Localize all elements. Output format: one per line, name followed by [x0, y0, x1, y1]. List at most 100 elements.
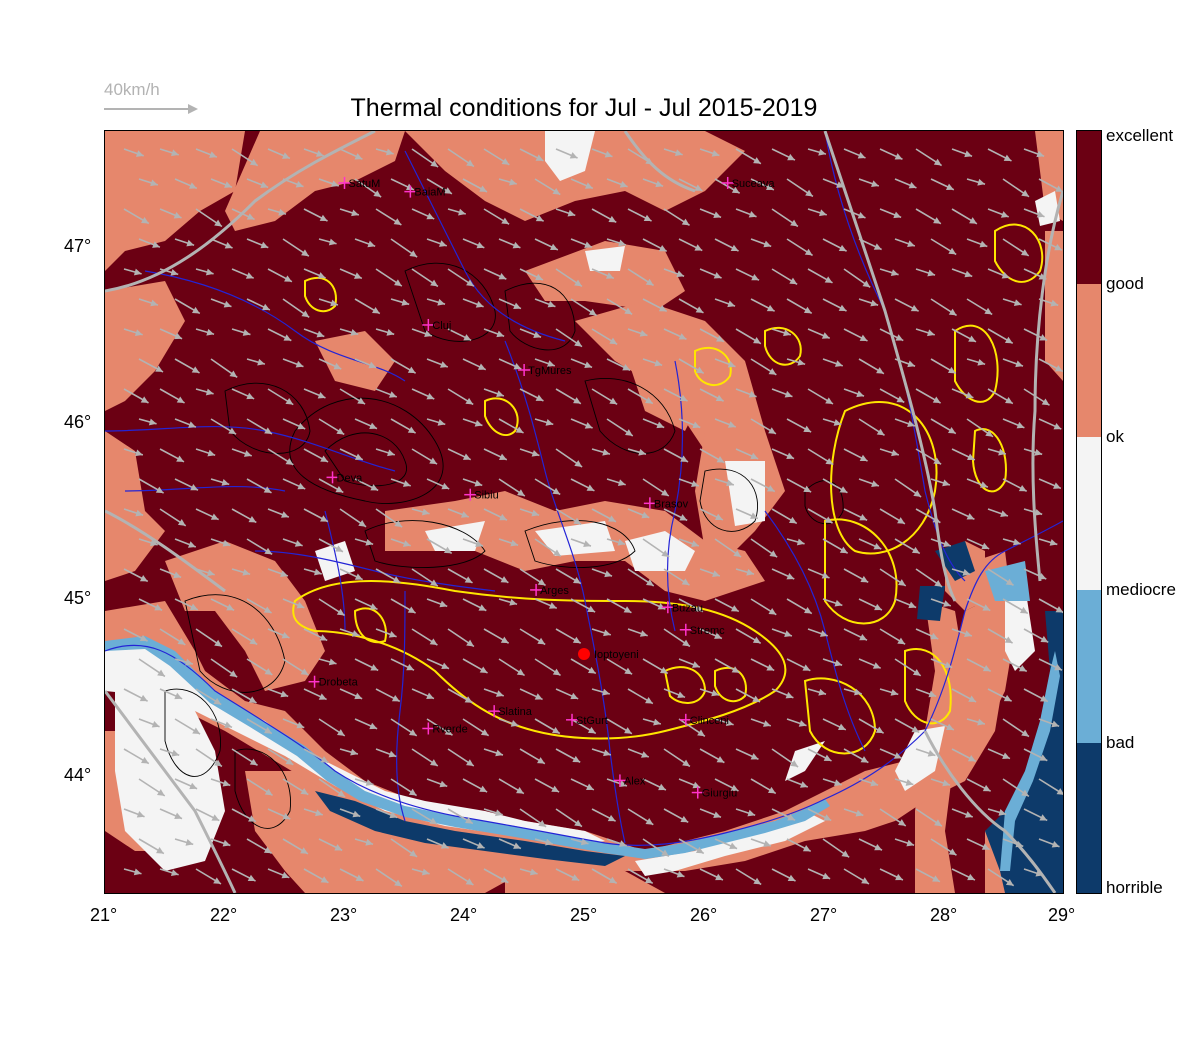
wind-arrow — [246, 598, 272, 614]
city-satum: SatuM — [338, 176, 380, 190]
wind-arrow — [591, 388, 618, 405]
wind-arrow — [807, 868, 831, 880]
wind-arrow — [210, 598, 235, 611]
wind-arrow — [210, 298, 232, 308]
wind-arrow — [822, 358, 844, 367]
wind-arrow — [462, 658, 488, 674]
wind-arrows — [123, 148, 1063, 888]
wind-arrow — [159, 748, 180, 757]
wind-arrow — [1002, 418, 1025, 429]
yellow-contour-8 — [971, 428, 1007, 493]
wind-arrow — [987, 688, 1013, 702]
wind-arrow — [1002, 718, 1030, 738]
wind-arrow — [807, 748, 832, 762]
wind-arrow — [195, 568, 215, 577]
wind-arrow — [750, 538, 778, 558]
wind-arrow — [879, 148, 903, 161]
wind-arrow — [246, 358, 266, 366]
wind-arrow — [678, 418, 701, 429]
wind-arrow — [642, 418, 665, 429]
wind-arrow — [354, 658, 379, 672]
wind-arrow — [159, 868, 179, 877]
wind-arrow — [915, 628, 939, 640]
city-giurgiu: Giurgiu — [691, 786, 737, 800]
wind-arrow — [303, 268, 326, 279]
colorbar — [1076, 130, 1102, 894]
wind-arrow — [519, 568, 547, 587]
wind-arrow — [699, 148, 720, 157]
ok-zone-9 — [535, 521, 615, 556]
wind-arrow — [642, 538, 670, 558]
wind-arrow — [447, 808, 474, 825]
colorbar-label-excellent: excellent — [1106, 126, 1174, 145]
thermal-regions — [105, 131, 1063, 893]
wind-scale-arrow — [104, 104, 198, 114]
wind-arrow — [195, 748, 223, 768]
wind-arrow — [894, 718, 920, 734]
wind-arrow — [750, 718, 772, 727]
wind-arrow — [699, 808, 722, 819]
wind-arrow — [735, 148, 762, 165]
wind-arrow — [663, 628, 691, 648]
wind-arrow — [663, 328, 687, 341]
wind-arrow — [195, 268, 214, 276]
wind-arrow — [174, 298, 201, 315]
wind-arrow — [195, 508, 220, 521]
wind-arrow — [858, 838, 883, 851]
wind-arrow — [606, 598, 632, 614]
border-2 — [105, 509, 226, 593]
wind-arrow — [210, 418, 237, 435]
wind-arrow — [663, 508, 688, 522]
wind-arrow — [987, 388, 1014, 405]
wind-arrow — [195, 868, 222, 885]
wind-arrow — [807, 448, 834, 466]
wind-arrow — [570, 178, 594, 190]
wind-arrow — [267, 268, 293, 283]
wind-arrow — [174, 178, 198, 190]
wind-arrow — [246, 478, 272, 494]
border-5 — [105, 690, 237, 893]
wind-arrow — [966, 658, 992, 673]
wind-arrow — [534, 478, 561, 496]
colorbar-bad — [1077, 743, 1101, 893]
wind-arrow — [570, 298, 598, 317]
wind-arrow — [591, 208, 617, 224]
wind-arrow — [411, 208, 435, 220]
wind-arrow — [735, 328, 762, 345]
wind-arrow — [735, 448, 759, 460]
wind-arrow — [267, 628, 290, 639]
wind-arrow — [966, 598, 991, 612]
wind-arrow — [390, 418, 417, 434]
wind-arrow — [714, 358, 736, 368]
wind-arrow — [318, 598, 346, 617]
wind-arrow — [390, 778, 418, 797]
wind-arrow — [303, 568, 322, 576]
wind-arrow — [375, 688, 401, 703]
wind-arrow — [786, 238, 814, 257]
wind-arrow — [411, 748, 439, 767]
wind-arrow — [735, 868, 762, 886]
wind-arrow — [822, 238, 847, 252]
wind-arrow — [627, 808, 654, 826]
wind-arrow — [339, 328, 359, 336]
wind-arrow — [678, 538, 700, 547]
thermal-map: SatuM BaiaM Suceava Cluj TgMures Deva Sibiu Bra… — [105, 131, 1063, 893]
wind-arrow — [930, 178, 955, 191]
wind-arrow — [570, 538, 592, 548]
wind-arrow — [786, 778, 809, 788]
wind-arrow — [894, 778, 914, 786]
wind-arrow — [771, 688, 794, 699]
wind-arrow — [606, 718, 633, 735]
river-4 — [404, 150, 566, 342]
wind-arrow — [195, 448, 216, 457]
wind-arrow — [411, 148, 439, 168]
wind-arrow — [195, 628, 223, 648]
map-title: Thermal conditions for Jul - Jul 2015-20… — [350, 94, 818, 122]
wind-arrow — [339, 208, 360, 217]
location-marker: Ioptoyeni — [578, 648, 639, 661]
wind-arrow — [699, 328, 725, 343]
wind-arrow — [678, 838, 705, 855]
wind-arrow — [354, 718, 378, 730]
wind-arrow — [138, 358, 164, 373]
x-tick-28: 28° — [930, 905, 958, 925]
